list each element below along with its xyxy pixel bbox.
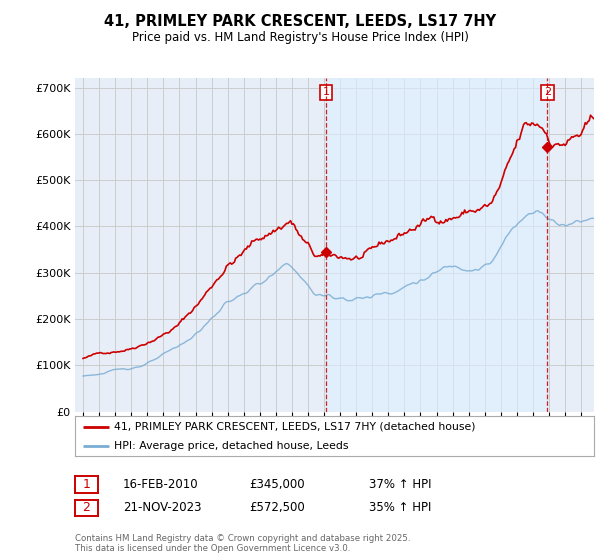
Text: 16-FEB-2010: 16-FEB-2010 <box>123 478 199 491</box>
Text: £572,500: £572,500 <box>249 501 305 515</box>
Text: 21-NOV-2023: 21-NOV-2023 <box>123 501 202 515</box>
Text: 41, PRIMLEY PARK CRESCENT, LEEDS, LS17 7HY: 41, PRIMLEY PARK CRESCENT, LEEDS, LS17 7… <box>104 14 496 29</box>
Text: 1: 1 <box>82 478 91 491</box>
Text: 35% ↑ HPI: 35% ↑ HPI <box>369 501 431 515</box>
Text: Price paid vs. HM Land Registry's House Price Index (HPI): Price paid vs. HM Land Registry's House … <box>131 31 469 44</box>
Text: 2: 2 <box>544 87 551 97</box>
Text: 2: 2 <box>82 501 91 515</box>
Text: Contains HM Land Registry data © Crown copyright and database right 2025.
This d: Contains HM Land Registry data © Crown c… <box>75 534 410 553</box>
Text: £345,000: £345,000 <box>249 478 305 491</box>
Text: 1: 1 <box>322 87 329 97</box>
Text: 41, PRIMLEY PARK CRESCENT, LEEDS, LS17 7HY (detached house): 41, PRIMLEY PARK CRESCENT, LEEDS, LS17 7… <box>114 422 475 432</box>
Text: HPI: Average price, detached house, Leeds: HPI: Average price, detached house, Leed… <box>114 441 349 450</box>
Bar <box>326 78 547 412</box>
Text: 37% ↑ HPI: 37% ↑ HPI <box>369 478 431 491</box>
